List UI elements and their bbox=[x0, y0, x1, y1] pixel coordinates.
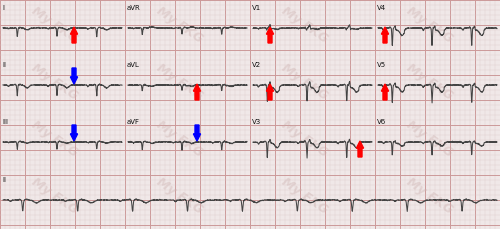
Text: My EKG: My EKG bbox=[280, 118, 330, 160]
Text: aVL: aVL bbox=[127, 62, 140, 68]
Text: V6: V6 bbox=[377, 119, 386, 125]
Text: My EKG: My EKG bbox=[30, 175, 80, 217]
Text: V2: V2 bbox=[252, 62, 261, 68]
Text: My EKG: My EKG bbox=[404, 61, 456, 103]
Text: My EKG: My EKG bbox=[280, 175, 330, 217]
Text: My EKG: My EKG bbox=[30, 61, 80, 103]
FancyArrow shape bbox=[194, 84, 200, 100]
FancyArrow shape bbox=[382, 27, 388, 43]
Text: My EKG: My EKG bbox=[404, 118, 456, 160]
Text: aVF: aVF bbox=[127, 119, 140, 125]
Text: I: I bbox=[2, 5, 4, 11]
Text: V5: V5 bbox=[377, 62, 386, 68]
Text: My EKG: My EKG bbox=[154, 175, 206, 217]
FancyArrow shape bbox=[382, 84, 388, 100]
FancyArrow shape bbox=[266, 84, 274, 100]
FancyArrow shape bbox=[70, 125, 78, 141]
FancyArrow shape bbox=[70, 27, 78, 43]
Text: aVR: aVR bbox=[127, 5, 141, 11]
Text: My EKG: My EKG bbox=[404, 4, 456, 46]
Text: My EKG: My EKG bbox=[154, 118, 206, 160]
Text: V3: V3 bbox=[252, 119, 261, 125]
Text: V1: V1 bbox=[252, 5, 261, 11]
Text: My EKG: My EKG bbox=[154, 4, 206, 46]
FancyArrow shape bbox=[266, 27, 274, 43]
Text: My EKG: My EKG bbox=[404, 175, 456, 217]
Text: My EKG: My EKG bbox=[30, 118, 80, 160]
Text: II: II bbox=[2, 62, 6, 68]
Text: II: II bbox=[2, 177, 6, 183]
Text: V4: V4 bbox=[377, 5, 386, 11]
FancyArrow shape bbox=[194, 125, 200, 141]
Text: My EKG: My EKG bbox=[280, 61, 330, 103]
Text: III: III bbox=[2, 119, 8, 125]
FancyArrow shape bbox=[70, 68, 78, 84]
FancyArrow shape bbox=[356, 141, 364, 157]
Text: My EKG: My EKG bbox=[280, 4, 330, 46]
Text: My EKG: My EKG bbox=[154, 61, 206, 103]
Text: My EKG: My EKG bbox=[30, 4, 80, 46]
